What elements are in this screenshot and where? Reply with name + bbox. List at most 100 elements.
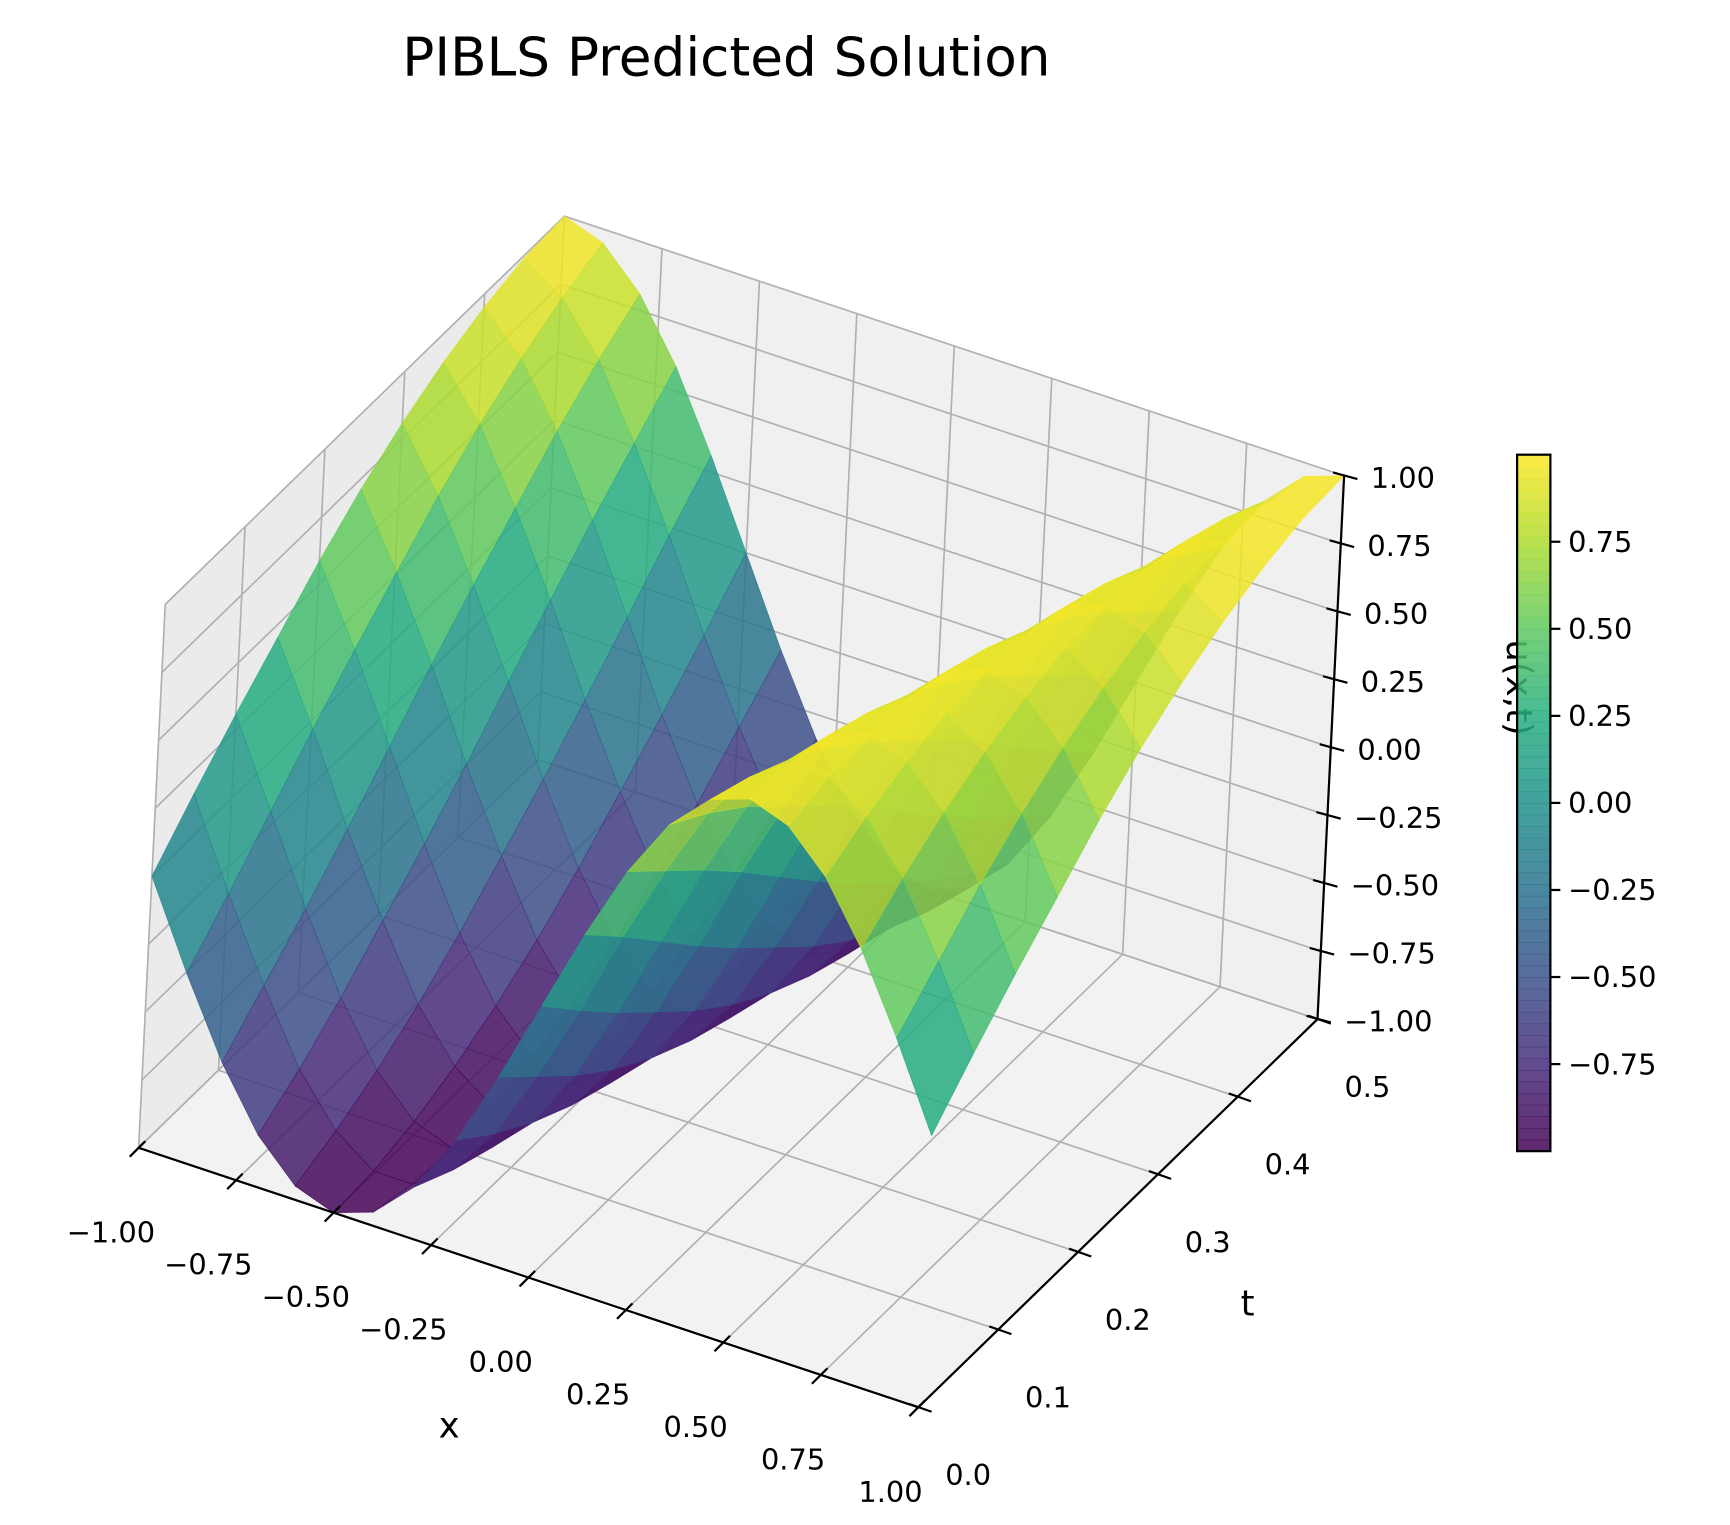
colorbar-segment — [1517, 918, 1551, 932]
colorbar-segment — [1517, 977, 1551, 990]
colorbar-segment — [1517, 501, 1551, 514]
colorbar-segment — [1517, 454, 1551, 467]
chart-title: PIBLS Predicted Solution — [402, 27, 1050, 89]
colorbar-segment — [1517, 930, 1551, 943]
y-tick-label: 0.1 — [1025, 1381, 1071, 1415]
colorbar-segment — [1517, 1093, 1551, 1106]
x-tick-label: −1.00 — [67, 1215, 155, 1249]
z-tick-label: −1.00 — [1344, 1005, 1432, 1039]
colorbar-segment — [1517, 1127, 1551, 1141]
colorbar-segment — [1517, 884, 1551, 897]
colorbar-segment — [1517, 965, 1551, 978]
x-tick — [616, 1302, 634, 1320]
z-tick-label: 1.00 — [1371, 461, 1435, 495]
colorbar-segment — [1517, 652, 1551, 665]
x-tick — [811, 1367, 829, 1385]
z-tick-label: 0.25 — [1361, 665, 1425, 699]
colorbar-segment — [1517, 628, 1551, 642]
z-tick-label: −0.25 — [1354, 801, 1442, 835]
x-tick-label: 0.75 — [761, 1442, 825, 1476]
z-tick — [1309, 946, 1335, 956]
colorbar-segment — [1517, 1081, 1551, 1094]
colorbar-segment — [1517, 686, 1551, 700]
colorbar-segment — [1517, 710, 1551, 723]
colorbar-segment — [1517, 837, 1551, 851]
y-tick — [1068, 1247, 1092, 1258]
colorbar-segment — [1517, 942, 1551, 955]
colorbar-segment — [1517, 1116, 1551, 1129]
x-tick-label: 0.50 — [664, 1410, 728, 1444]
x-tick — [908, 1399, 926, 1417]
colorbar-segment — [1517, 617, 1551, 630]
colorbar-tick-label: 0.75 — [1568, 525, 1632, 559]
x-tick-label: −0.25 — [359, 1313, 447, 1347]
colorbar-segment — [1517, 744, 1551, 758]
colorbar-segment — [1517, 768, 1551, 781]
z-tick — [1332, 471, 1358, 481]
colorbar-segment — [1517, 1104, 1551, 1117]
colorbar-segment — [1517, 779, 1551, 792]
colorbar-segment — [1517, 640, 1551, 653]
colorbar-tick-label: 0.25 — [1568, 699, 1632, 733]
x-tick-label: −0.50 — [262, 1280, 350, 1314]
z-tick-label: 0.00 — [1357, 733, 1421, 767]
colorbar-segment — [1517, 675, 1551, 688]
y-axis-line — [917, 1018, 1319, 1409]
x-tick-label: −0.75 — [164, 1248, 252, 1282]
z-tick — [1326, 607, 1352, 617]
colorbar-segment — [1517, 535, 1551, 549]
y-tick-label: 0.4 — [1265, 1148, 1311, 1182]
colorbar-segment — [1517, 721, 1551, 734]
z-tick — [1306, 1014, 1332, 1024]
x-tick-label: 1.00 — [858, 1475, 922, 1509]
colorbar-tick-label: −0.50 — [1568, 960, 1656, 994]
colorbar-segment — [1517, 802, 1551, 816]
colorbar-segment — [1517, 582, 1551, 595]
y-tick-label: 0.0 — [945, 1458, 991, 1492]
x-tick — [421, 1237, 439, 1255]
colorbar-segment — [1517, 791, 1551, 804]
z-tick-label: 0.50 — [1364, 597, 1428, 631]
z-tick-label: 0.75 — [1367, 529, 1431, 563]
colorbar-segment — [1517, 466, 1551, 479]
plot-area: PIBLS Predicted Solution −1.00 −0.75 −0.50… — [67, 27, 1657, 1509]
colorbar-segment — [1517, 733, 1551, 746]
colorbar-segment — [1517, 756, 1551, 769]
y-tick — [1148, 1170, 1172, 1180]
colorbar-segment — [1517, 1046, 1551, 1059]
x-tick-label: 0.00 — [469, 1345, 533, 1379]
colorbar-segment — [1517, 663, 1551, 676]
colorbar-segment — [1517, 593, 1551, 607]
y-tick-label: 0.5 — [1344, 1070, 1390, 1104]
colorbar-segment — [1517, 814, 1551, 827]
x-axis-label: x — [439, 1405, 460, 1446]
colorbar-segment — [1517, 1035, 1551, 1048]
y-tick — [909, 1402, 932, 1413]
colorbar-tick-label: 0.50 — [1568, 612, 1632, 646]
colorbar-segment — [1517, 489, 1551, 502]
z-tick — [1329, 539, 1355, 549]
colorbar-segment — [1517, 988, 1551, 1001]
colorbar-segment — [1517, 1011, 1551, 1025]
z-tick — [1316, 810, 1342, 820]
z-tick-label: −0.50 — [1351, 869, 1439, 903]
x-tick — [323, 1205, 341, 1223]
colorbar-segment — [1517, 1139, 1551, 1152]
colorbar-segment — [1517, 1023, 1551, 1036]
colorbar-segment — [1517, 953, 1551, 967]
colorbar-segment — [1517, 512, 1551, 526]
z-tick — [1312, 878, 1338, 888]
colorbar-segment — [1517, 559, 1551, 572]
colorbar-segment — [1517, 872, 1551, 885]
colorbar-segment — [1517, 826, 1551, 839]
y-tick — [1228, 1092, 1252, 1103]
colorbar-segment — [1517, 547, 1551, 560]
x-tick — [128, 1140, 147, 1158]
colorbar-segment — [1517, 849, 1551, 862]
x-tick — [518, 1270, 536, 1288]
colorbar-tick-label: 0.00 — [1568, 786, 1632, 820]
colorbar-segment — [1517, 698, 1551, 711]
z-tick-label: −0.75 — [1347, 937, 1435, 971]
